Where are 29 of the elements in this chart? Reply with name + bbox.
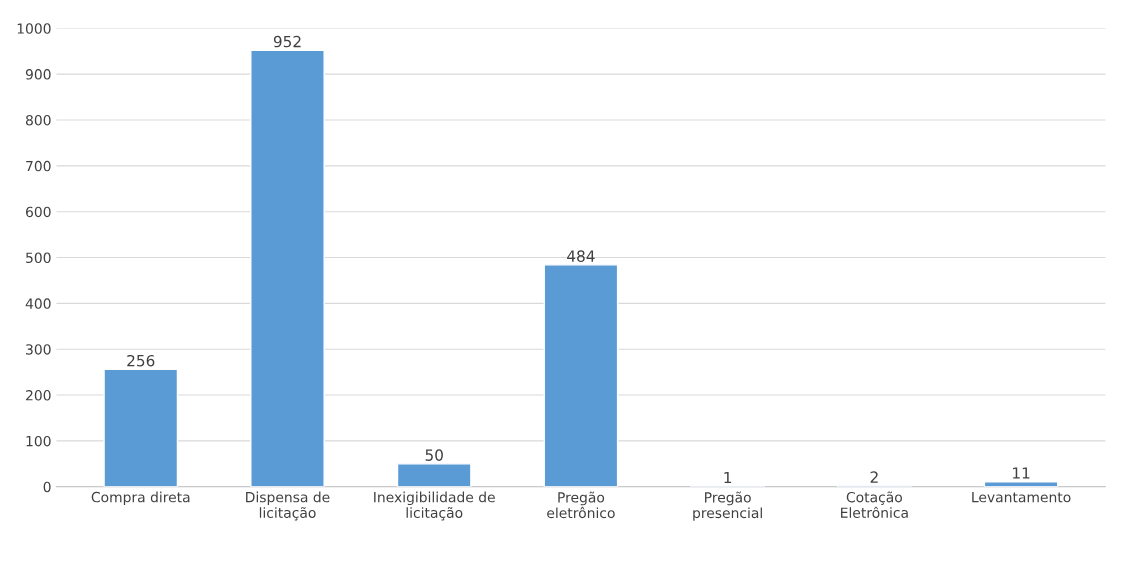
y-tick-label: 900 xyxy=(25,69,51,80)
y-tick-label: 700 xyxy=(26,160,51,172)
data-label: 484 xyxy=(567,250,595,262)
x-tick-label: Levantamento xyxy=(972,492,1071,503)
bar xyxy=(103,368,179,487)
bar xyxy=(543,264,619,487)
data-label: 50 xyxy=(425,449,443,461)
y-tick-label: 300 xyxy=(26,344,51,355)
x-tick-label: Dispensa de licitação xyxy=(246,491,330,521)
data-label: 952 xyxy=(273,35,301,48)
y-tick-label: 0 xyxy=(43,481,51,493)
y-tick-label: 500 xyxy=(26,252,51,263)
data-label: 2 xyxy=(870,471,878,483)
x-tick-label: Pregão presencial xyxy=(693,491,762,521)
data-label: 11 xyxy=(1013,467,1030,479)
y-tick-label: 800 xyxy=(25,114,51,126)
bar xyxy=(250,49,325,487)
x-tick-label: Pregão eletrônico xyxy=(547,491,615,519)
x-tick-label: Cotação Eletrônica xyxy=(841,491,908,518)
x-tick-label: Compra direta xyxy=(91,491,190,506)
y-tick-label: 100 xyxy=(26,435,51,447)
y-tick-label: 1000 xyxy=(17,23,51,34)
y-tick-label: 600 xyxy=(26,206,51,218)
data-label: 1 xyxy=(724,471,732,484)
y-tick-label: 200 xyxy=(26,390,51,401)
x-tick-label: Inexigibilidade de licitação xyxy=(374,491,495,521)
data-label: 256 xyxy=(127,354,155,367)
y-tick-label: 400 xyxy=(25,298,51,309)
bar xyxy=(396,463,472,487)
